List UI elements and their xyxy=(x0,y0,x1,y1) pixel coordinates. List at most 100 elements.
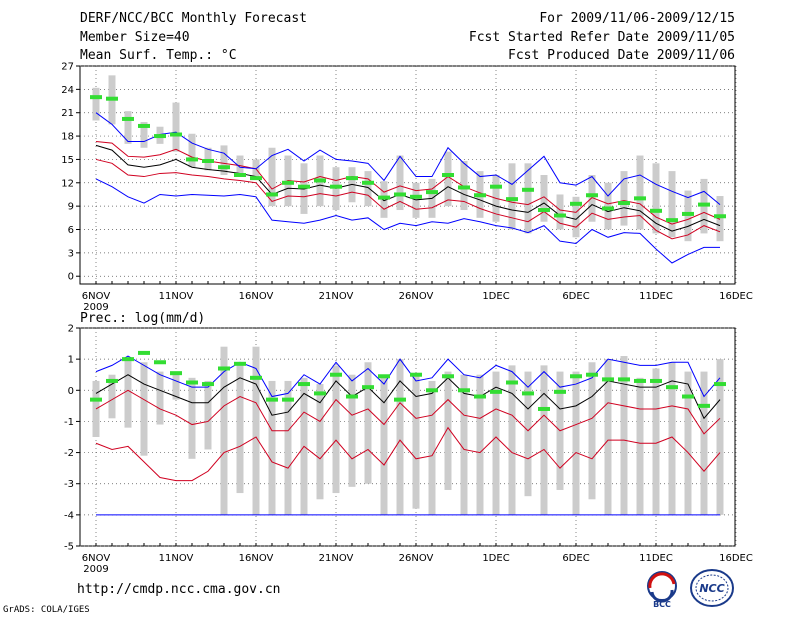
series-line-max xyxy=(95,355,721,398)
ensemble-range-bar xyxy=(460,374,468,515)
ensemble-range-bar xyxy=(172,371,180,400)
temperature-panel: 0 3 6 9 12 15 18 21 24 27 6NOV 11NOV 16NOV 21NOV 26NOV… xyxy=(61,62,753,314)
y-tick-label: 0 xyxy=(68,386,74,397)
forecast-start-date: Fcst Started Refer Date 2009/11/05 xyxy=(468,30,735,45)
ensemble-mode-marker xyxy=(618,377,630,382)
ensemble-mode-marker xyxy=(538,406,550,411)
ensemble-range-bar xyxy=(668,362,676,515)
ensemble-mode-marker xyxy=(90,95,102,100)
x-tick-label: 16NOV xyxy=(239,291,274,302)
ensemble-mode-marker xyxy=(554,389,566,394)
ensemble-range-bar xyxy=(348,374,356,487)
ensemble-mode-marker xyxy=(282,180,294,185)
ensemble-range-bar xyxy=(540,365,548,515)
y-tick-label: 1 xyxy=(68,355,74,366)
y-tick-label: 12 xyxy=(61,178,74,189)
ensemble-range-bar xyxy=(636,155,644,230)
ensemble-range-bar xyxy=(444,371,452,490)
ensemble-range-bar xyxy=(156,371,164,425)
ensemble-range-bar xyxy=(124,111,132,144)
ensemble-mode-marker xyxy=(666,385,678,390)
precip-panel-title: Prec.: log(mm/d) xyxy=(80,311,205,326)
website-url[interactable]: http://cmdp.ncc.cma.gov.cn xyxy=(77,582,281,597)
ensemble-mode-marker xyxy=(138,350,150,355)
ensemble-mode-marker xyxy=(234,361,246,366)
ensemble-range-bar xyxy=(268,147,276,207)
y-tick-label: -4 xyxy=(64,510,74,521)
x-tick-label: 26NOV xyxy=(399,291,434,302)
ensemble-mode-marker xyxy=(522,391,534,396)
ensemble-range-bar xyxy=(524,371,532,497)
forecast-produced-date: Fcst Produced Date 2009/11/06 xyxy=(508,48,735,63)
ensemble-mode-marker xyxy=(250,375,262,380)
ensemble-range-bar xyxy=(604,359,612,515)
ensemble-range-bar xyxy=(668,171,676,238)
series-line-min xyxy=(95,112,721,205)
ensemble-mode-marker xyxy=(154,134,166,139)
x-tick-label: 16DEC xyxy=(719,553,753,564)
x-year-label: 2009 xyxy=(83,564,108,575)
member-size: Member Size=40 xyxy=(80,30,190,45)
ensemble-mode-marker xyxy=(378,195,390,200)
plot-frame xyxy=(79,327,736,547)
ensemble-range-bar xyxy=(540,175,548,222)
ensemble-mode-marker xyxy=(170,132,182,137)
ensemble-mode-marker xyxy=(202,158,214,163)
ensemble-mode-marker xyxy=(282,397,294,402)
chart-title: DERF/NCC/BCC Monthly Forecast xyxy=(80,11,307,26)
ensemble-mode-marker xyxy=(458,388,470,393)
ensemble-mode-marker xyxy=(714,214,726,219)
ensemble-range-bar xyxy=(332,365,340,494)
y-tick-label: 3 xyxy=(68,248,74,259)
variable-label: Mean Surf. Temp.: °C xyxy=(80,48,237,63)
ensemble-mode-marker xyxy=(522,187,534,192)
ensemble-mode-marker xyxy=(538,208,550,213)
ensemble-range-bar xyxy=(572,196,580,238)
x-tick-label: 11NOV xyxy=(159,291,194,302)
ensemble-range-bar xyxy=(444,151,452,207)
x-tick-label: 6NOV xyxy=(82,291,111,302)
ensemble-mode-marker xyxy=(698,202,710,207)
y-tick-label: 24 xyxy=(61,85,74,96)
forecast-period: For 2009/11/06-2009/12/15 xyxy=(539,11,735,26)
ensemble-range-bar xyxy=(588,175,596,222)
x-tick-label: 11NOV xyxy=(159,553,194,564)
ensemble-mode-marker xyxy=(266,192,278,197)
ensemble-mode-marker xyxy=(346,394,358,399)
ensemble-mode-marker xyxy=(554,213,566,218)
ensemble-mode-marker xyxy=(362,180,374,185)
ensemble-range-bar xyxy=(556,194,564,230)
x-tick-label: 16NOV xyxy=(239,553,274,564)
ensemble-range-bar xyxy=(508,163,516,230)
ensemble-mode-marker xyxy=(314,178,326,183)
x-tick-label: 11DEC xyxy=(639,291,673,302)
x-tick-label: 1DEC xyxy=(482,553,509,564)
ensemble-range-bar xyxy=(236,362,244,494)
ensemble-mode-marker xyxy=(682,211,694,216)
ensemble-mode-marker xyxy=(106,96,118,101)
bcc-logo-text: BCC xyxy=(653,600,671,608)
ensemble-mode-marker xyxy=(426,190,438,195)
ensemble-mode-marker xyxy=(154,360,166,365)
ensemble-mode-marker xyxy=(218,366,230,371)
ensemble-range-bar xyxy=(268,380,276,515)
ensemble-range-bar xyxy=(652,163,660,234)
ensemble-range-bar xyxy=(188,133,196,168)
ensemble-range-bar xyxy=(396,359,404,515)
ensemble-range-bar xyxy=(428,380,436,515)
ensemble-mode-marker xyxy=(698,403,710,408)
ensemble-mode-marker xyxy=(202,382,214,387)
ensemble-mode-marker xyxy=(234,173,246,177)
series-line-lower xyxy=(95,141,721,225)
y-tick-label: 0 xyxy=(68,272,74,283)
y-tick-label: 6 xyxy=(68,225,74,236)
ensemble-range-bar xyxy=(108,374,116,419)
series-line-lower xyxy=(95,426,721,482)
ensemble-range-bar xyxy=(284,380,292,515)
ensemble-mode-marker xyxy=(122,357,134,362)
ensemble-range-bar xyxy=(716,196,724,242)
ensemble-mode-marker xyxy=(186,380,198,385)
x-tick-label: 26NOV xyxy=(399,553,434,564)
